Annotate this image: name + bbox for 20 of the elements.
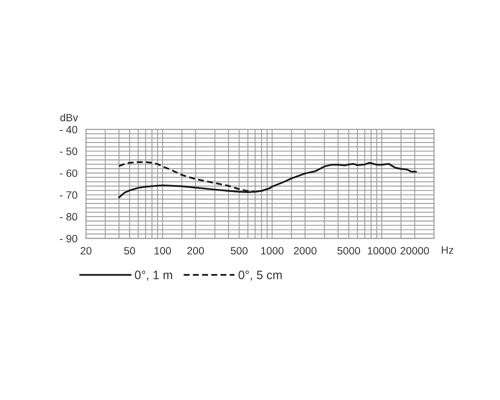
x-tick-label: 50	[124, 247, 136, 254]
legend-label: 0°, 5 cm	[238, 270, 282, 281]
y-tick-label: - 80	[60, 213, 78, 221]
x-tick-label: 200	[187, 247, 204, 254]
x-tick-label: 20000	[400, 247, 429, 254]
y-axis-title: dBv	[60, 114, 78, 122]
y-tick-label: - 90	[60, 234, 78, 242]
x-tick-label: 1000	[261, 247, 284, 254]
x-axis-title: Hz	[442, 246, 454, 254]
y-tick-label: - 50	[60, 148, 78, 156]
y-tick-label: - 60	[60, 169, 78, 177]
y-tick-label: - 70	[60, 191, 78, 199]
legend-label: 0°, 1 m	[134, 270, 172, 281]
x-tick-label: 100	[154, 247, 171, 254]
y-tick-label: - 40	[60, 126, 78, 134]
x-tick-label: 2000	[294, 247, 316, 254]
x-tick-label: 20	[80, 247, 92, 254]
x-tick-label: 10000	[368, 247, 396, 254]
x-tick-label: 500	[230, 247, 248, 254]
x-tick-label: 5000	[337, 247, 360, 254]
